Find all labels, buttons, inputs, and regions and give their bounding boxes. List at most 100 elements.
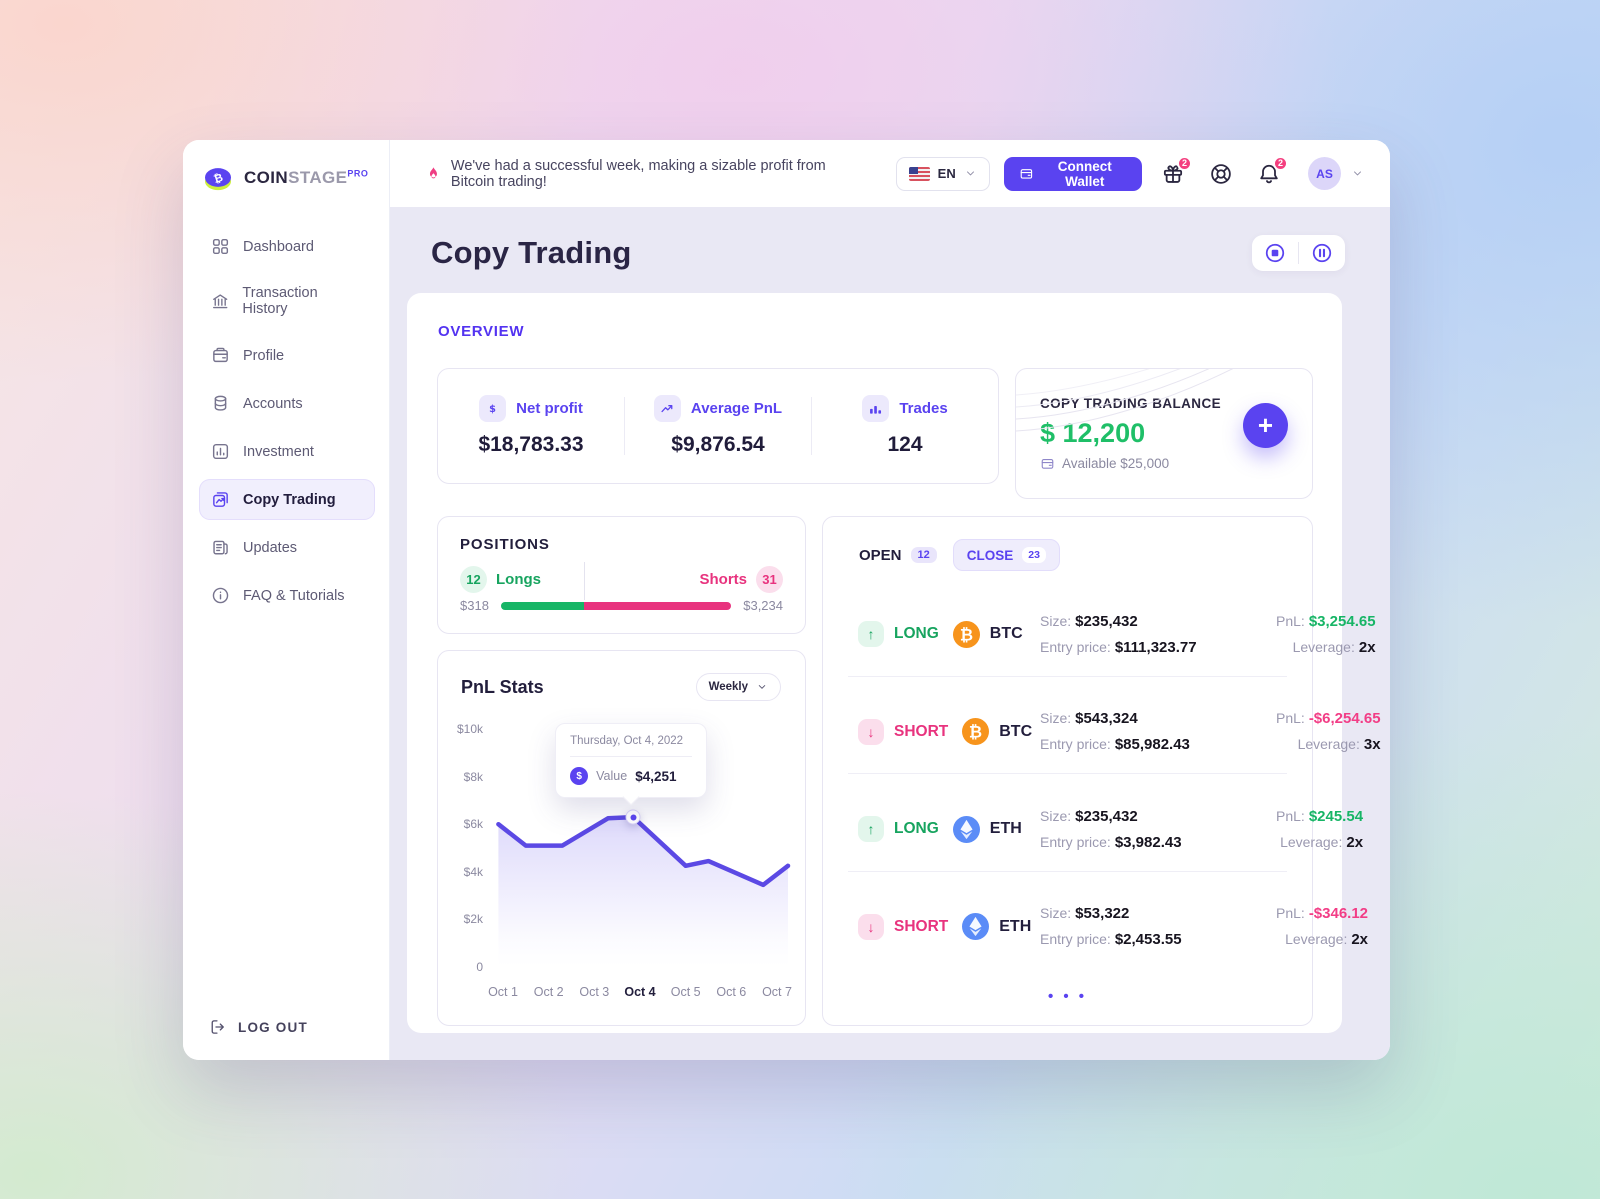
stat-divider: [624, 397, 625, 455]
size-value: $235,432: [1075, 807, 1138, 825]
sidebar-item-label: FAQ & Tutorials: [243, 587, 345, 604]
position-row[interactable]: ↓ SHORT ₿ BTC Size: $543,324 Entry price:…: [848, 690, 1381, 775]
position-row[interactable]: ↑ LONG ETH Size: $235,432 Entry price: $3,…: [848, 788, 1363, 872]
position-row[interactable]: ↑ LONG ₿ BTC Size: $235,432 Entry price: $…: [848, 593, 1376, 677]
eth-coin-icon: [962, 913, 990, 941]
y-axis-labels: $10k $8k $6k $4k $2k 0: [453, 722, 491, 974]
page-title: Copy Trading: [431, 235, 632, 270]
sidebar-item-label: Investment: [243, 443, 314, 460]
sidebar-item-updates[interactable]: Updates: [199, 527, 375, 568]
pnl-label: PnL:: [1276, 807, 1305, 824]
logout-icon: [209, 1018, 227, 1036]
controls-divider: [1298, 242, 1299, 264]
pnl-label: PnL:: [1276, 905, 1305, 922]
copy-trading-controls: [1252, 235, 1345, 271]
svg-text:₿: ₿: [969, 723, 982, 742]
sidebar-item-dashboard[interactable]: Dashboard: [199, 226, 375, 267]
leverage-value: 2x: [1351, 931, 1369, 949]
tab-open[interactable]: OPEN 12: [848, 547, 937, 564]
invest-icon: [211, 442, 230, 461]
chevron-down-icon: [756, 681, 768, 693]
notifications-button[interactable]: 2: [1257, 155, 1288, 186]
sidebar-item-accounts[interactable]: Accounts: [199, 383, 375, 424]
tab-open-count: 12: [910, 547, 937, 563]
coin-symbol: BTC: [999, 722, 1033, 740]
x-axis-tick: Oct 6: [716, 985, 747, 999]
entry-price-label: Entry price:: [1040, 736, 1111, 753]
language-label: EN: [937, 166, 956, 181]
coin-symbol: ETH: [989, 820, 1022, 838]
x-axis-tick: Oct 4: [624, 985, 656, 999]
sidebar-item-faq-tutorials[interactable]: FAQ & Tutorials: [199, 575, 375, 616]
page-header: Copy Trading: [390, 207, 1390, 293]
chart-tooltip: Thursday, Oct 4, 2022 $ Value $4,251: [555, 723, 708, 799]
sidebar-item-transaction-history[interactable]: Transaction History: [199, 274, 375, 328]
profile-menu[interactable]: AS: [1308, 157, 1364, 190]
entry-price-label: Entry price:: [1040, 638, 1111, 655]
sidebar-item-label: Accounts: [243, 395, 303, 412]
logout-button[interactable]: LOG OUT: [199, 1018, 375, 1036]
show-more-button[interactable]: • • •: [1047, 988, 1088, 1005]
dollar-icon: $: [479, 395, 507, 422]
sidebar-item-label: Transaction History: [242, 285, 318, 317]
coinstage-logo-icon: ₿: [203, 164, 235, 192]
add-funds-button[interactable]: +: [1243, 403, 1288, 448]
stat-value: 124: [887, 433, 923, 456]
wallet-icon: [211, 346, 230, 365]
sidebar-item-label: Updates: [243, 539, 298, 556]
sidebar-item-copy-trading[interactable]: Copy Trading: [199, 479, 375, 520]
notifications-badge: 2: [1272, 155, 1288, 171]
tab-close-count: 23: [1022, 547, 1046, 563]
position-row[interactable]: ↓ SHORT ETH Size: $53,322 Entry price: $2,…: [848, 885, 1368, 968]
size-label: Size:: [1040, 612, 1072, 629]
btc-coin-icon: ₿: [952, 620, 980, 648]
logo-pro-word: PRO: [347, 168, 369, 179]
shorts-count-badge: 31: [756, 566, 783, 593]
stat: Trades 124: [812, 395, 998, 457]
logo-text: COINSTAGEPRO: [244, 168, 368, 188]
topbar: We've had a successful week, making a si…: [390, 140, 1390, 207]
pnl-value: $3,254.65: [1308, 612, 1376, 630]
support-button[interactable]: [1209, 162, 1233, 186]
size-label: Size:: [1040, 905, 1072, 922]
tooltip-value: $4,251: [635, 768, 677, 784]
pnl-value: $245.54: [1308, 807, 1364, 825]
sidebar-nav: Dashboard Transaction History Profile Ac…: [199, 226, 375, 616]
leverage-value: 3x: [1363, 736, 1381, 754]
flame-icon: [426, 165, 441, 182]
info-icon: [211, 586, 230, 605]
eth-coin-icon: [952, 815, 980, 843]
overview-label: OVERVIEW: [438, 323, 525, 340]
announcement-text: We've had a successful week, making a si…: [450, 157, 826, 190]
tab-close-label: CLOSE: [966, 547, 1014, 563]
size-label: Size:: [1040, 807, 1072, 824]
stop-copy-trading-button[interactable]: [1264, 242, 1286, 264]
language-select[interactable]: EN: [895, 156, 990, 191]
coin-symbol: ETH: [999, 917, 1032, 935]
bank-icon: [211, 292, 229, 311]
tab-close[interactable]: CLOSE 23: [952, 539, 1060, 571]
stat-divider: [811, 397, 812, 455]
balance-card: COPY TRADING BALANCE $ 12,200 Available …: [1015, 368, 1313, 499]
chart-plot-area: Thursday, Oct 4, 2022 $ Value $4,251: [491, 723, 791, 967]
connect-wallet-button[interactable]: Connect Wallet: [1003, 156, 1142, 191]
leverage-value: 2x: [1358, 638, 1376, 656]
stat-label: Trades: [899, 400, 948, 417]
trend-icon: [653, 395, 681, 422]
wallet-icon: [1040, 456, 1055, 471]
coin-symbol: BTC: [989, 625, 1023, 643]
grid-icon: [211, 237, 230, 256]
chart-marker: [625, 809, 641, 825]
tooltip-date: Thursday, Oct 4, 2022: [570, 735, 684, 748]
avatar: AS: [1308, 157, 1341, 190]
arrow-up-icon: ↑: [858, 816, 884, 843]
period-select[interactable]: Weekly: [695, 673, 781, 701]
x-axis-tick: Oct 7: [762, 985, 792, 999]
sidebar-item-investment[interactable]: Investment: [199, 431, 375, 472]
svg-text:₿: ₿: [212, 171, 225, 186]
arrow-down-icon: ↓: [858, 718, 884, 745]
sidebar-item-profile[interactable]: Profile: [199, 335, 375, 376]
pause-copy-trading-button[interactable]: [1311, 242, 1333, 264]
rewards-button[interactable]: 2: [1161, 155, 1192, 186]
bar-divider: [583, 561, 585, 600]
